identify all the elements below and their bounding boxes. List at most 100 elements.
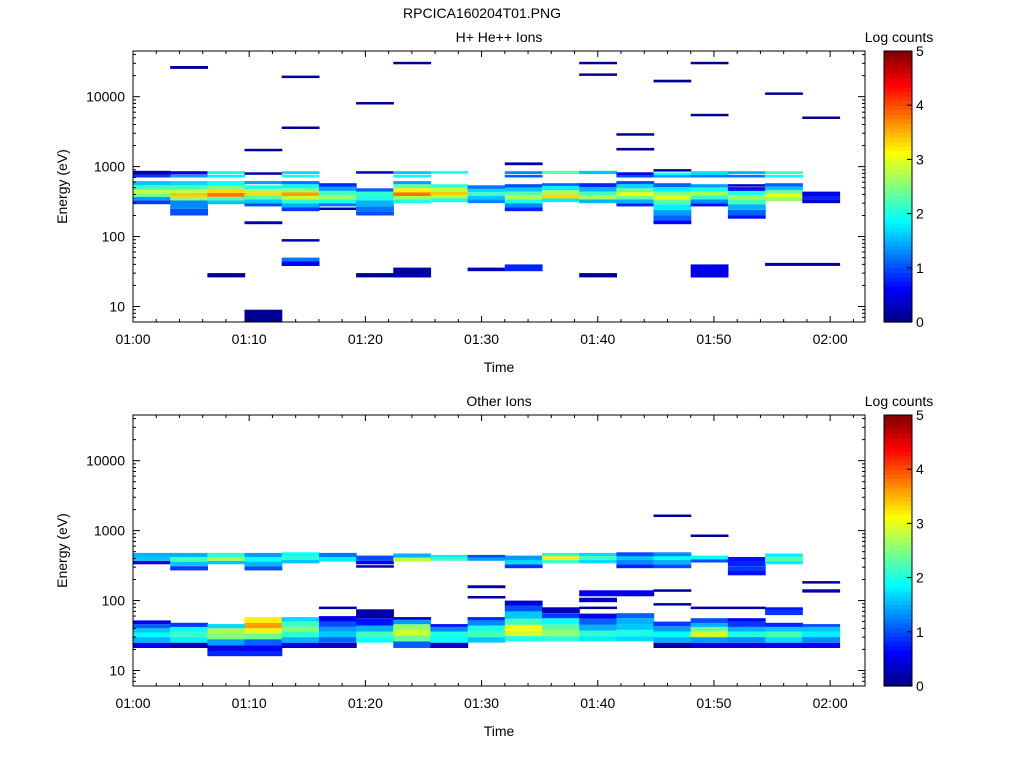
chart-0-cell-10-0 [504, 264, 543, 272]
chart-1-colorbar-step-24 [884, 573, 912, 579]
chart-1-cell-16-1 [727, 637, 766, 643]
chart-0-cell-16-2 [727, 204, 766, 210]
chart-0-cell-15-7 [690, 175, 729, 178]
chart-1-cell-0-1 [133, 637, 171, 643]
chart-0-cell-14-3 [653, 204, 692, 210]
chart-1-cell-5-0 [318, 642, 357, 648]
chart-0-cell-13-8 [616, 172, 655, 175]
chart-1-cell-11-4 [542, 613, 580, 619]
chart-1-cell-0-4 [133, 624, 171, 629]
chart-1-cell-9-8 [467, 554, 506, 558]
chart-0-colorbar-step-3 [884, 303, 912, 310]
chart-1-cell-13-0 [616, 636, 655, 642]
chart-1-cell-15-8 [690, 555, 729, 560]
chart-0-xtick-label-4: 01:40 [580, 331, 615, 347]
chart-0-cell-13-3 [616, 192, 655, 196]
chart-0-xtick-label-0: 01:00 [115, 331, 150, 347]
chart-0-cell-1-2 [170, 196, 208, 201]
chart-1-xtick-label-5: 01:50 [696, 695, 731, 711]
chart-0-cell-13-7 [616, 175, 655, 178]
chart-0-colorbar-step-56 [884, 64, 912, 70]
chart-1-colorbar-step-16 [884, 609, 912, 615]
chart-1-colorbar-step-43 [884, 487, 912, 493]
chart-1-ylabel: Energy (eV) [54, 513, 70, 588]
chart-1-cell-4-8 [281, 552, 320, 557]
chart-1-cell-10-3 [504, 618, 543, 625]
chart-0-cell-4-10 [281, 181, 320, 185]
chart-0-colorbar-step-2 [884, 308, 912, 314]
chart-0-colorbar-tick-label-4: 4 [916, 97, 924, 113]
chart-1-cell-12-8 [579, 560, 617, 564]
chart-1-cell-14-10 [653, 552, 692, 557]
chart-0-cell-14-6 [653, 191, 692, 196]
chart-0-cell-2-2 [207, 196, 246, 201]
chart-0-colorbar-step-12 [884, 263, 912, 269]
chart-0-colorbar-step-20 [884, 227, 912, 233]
chart-1-cell-9-4 [467, 617, 506, 621]
chart-1-cell-7-6 [393, 557, 432, 562]
chart-0-cell-17-8 [765, 92, 803, 95]
chart-1-colorbar-step-34 [884, 527, 912, 534]
chart-1-colorbar-step-14 [884, 618, 912, 624]
chart-1-xtick-label-3: 01:30 [464, 695, 499, 711]
chart-1-colorbar-step-13 [884, 622, 912, 628]
chart-1-cell-18-4 [802, 624, 841, 627]
chart-0-cell-5-1 [318, 203, 357, 207]
chart-0-cell-3-5 [244, 192, 283, 196]
chart-0-colorbar-step-53 [884, 78, 912, 84]
chart-0-cell-9-3 [467, 192, 506, 196]
chart-0-colorbar-tick-label-5: 5 [916, 43, 924, 59]
chart-1-colorbar-step-44 [884, 482, 912, 488]
chart-0-cell-0-1 [133, 196, 171, 201]
chart-0-cell-18-3 [802, 191, 841, 197]
chart-0-xlabel: Time [484, 359, 515, 375]
chart-0-cell-12-3 [579, 191, 617, 196]
chart-0-colorbar-step-21 [884, 222, 912, 228]
chart-0-colorbar-step-45 [884, 114, 912, 120]
chart-1-cell-1-2 [170, 632, 208, 638]
chart-1-cell-6-3 [356, 618, 394, 626]
chart-0-colorbar-step-44 [884, 118, 912, 124]
chart-1-xtick-label-6: 02:00 [813, 695, 848, 711]
chart-0-cell-6-0 [356, 273, 394, 278]
chart-1-cell-2-0 [207, 651, 246, 657]
chart-1-cell-2-6 [207, 560, 246, 565]
chart-0-cell-17-6 [765, 175, 803, 178]
chart-1-cell-7-4 [393, 619, 432, 625]
chart-0-cell-6-6 [356, 188, 394, 192]
chart-1-cell-15-6 [690, 606, 729, 610]
chart-0-colorbar-step-1 [884, 312, 912, 319]
chart-0-cell-8-0 [430, 198, 469, 203]
chart-1-cell-5-5 [318, 616, 357, 622]
chart-0-cell-3-2 [244, 203, 283, 207]
chart-0-cell-0-0 [133, 200, 171, 205]
chart-1-colorbar-step-7 [884, 649, 912, 655]
chart-0-colorbar-step-0 [884, 317, 912, 323]
chart-0-colorbar-step-33 [884, 168, 912, 174]
chart-1-cell-12-2 [579, 624, 617, 631]
chart-1-cell-10-1 [504, 630, 543, 637]
chart-0-cell-13-10 [616, 133, 655, 136]
chart-1-colorbar-step-22 [884, 582, 912, 588]
chart-0-cell-10-3 [504, 199, 543, 204]
chart-0-cell-1-5 [170, 185, 208, 190]
chart-0-colorbar-step-48 [884, 100, 912, 106]
chart-0-colorbar-step-7 [884, 285, 912, 291]
chart-0-cell-3-10 [244, 148, 283, 152]
chart-1-cell-3-0 [244, 651, 283, 657]
chart-1-cell-13-6 [616, 564, 655, 569]
chart-1-colorbar-step-37 [884, 514, 912, 520]
chart-0-colorbar-step-43 [884, 123, 912, 129]
chart-0-cell-6-1 [356, 211, 394, 216]
chart-0-ylabel: Energy (eV) [54, 149, 70, 224]
chart-0-colorbar-step-10 [884, 272, 912, 278]
chart-1-colorbar-tick-label-2: 2 [916, 570, 924, 586]
chart-1-cell-11-7 [542, 556, 580, 560]
chart-0-cell-14-9 [653, 175, 692, 178]
chart-0-colorbar-step-15 [884, 249, 912, 255]
chart-0-colorbar-step-19 [884, 231, 912, 237]
chart-1-cell-14-9 [653, 556, 692, 560]
chart-0-cell-15-8 [690, 171, 729, 175]
chart-1-ytick-label-3: 10000 [86, 453, 125, 469]
chart-0-cell-5-6 [318, 183, 357, 187]
